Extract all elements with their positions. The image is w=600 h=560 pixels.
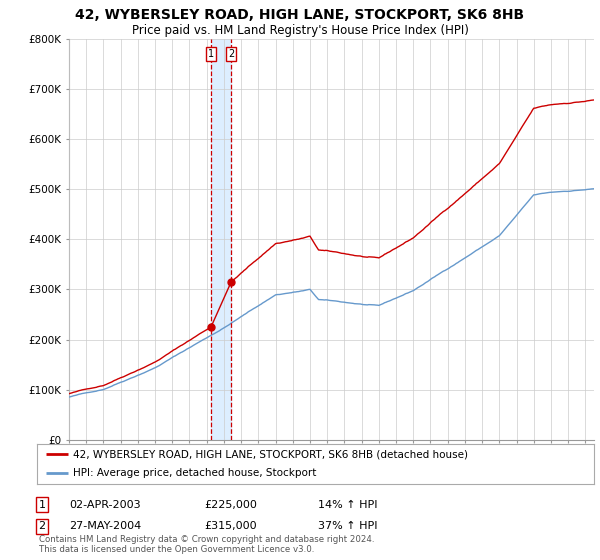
Text: £225,000: £225,000 xyxy=(204,500,257,510)
Text: 2: 2 xyxy=(38,521,46,531)
Text: 27-MAY-2004: 27-MAY-2004 xyxy=(69,521,141,531)
Text: 1: 1 xyxy=(208,49,214,59)
Text: HPI: Average price, detached house, Stockport: HPI: Average price, detached house, Stoc… xyxy=(73,468,317,478)
Text: 2: 2 xyxy=(228,49,234,59)
Text: 02-APR-2003: 02-APR-2003 xyxy=(69,500,140,510)
Text: 1: 1 xyxy=(38,500,46,510)
Bar xyxy=(211,39,231,440)
Text: Contains HM Land Registry data © Crown copyright and database right 2024.
This d: Contains HM Land Registry data © Crown c… xyxy=(39,535,374,554)
Text: £315,000: £315,000 xyxy=(204,521,257,531)
Text: 42, WYBERSLEY ROAD, HIGH LANE, STOCKPORT, SK6 8HB (detached house): 42, WYBERSLEY ROAD, HIGH LANE, STOCKPORT… xyxy=(73,449,469,459)
Text: 37% ↑ HPI: 37% ↑ HPI xyxy=(318,521,377,531)
Text: 14% ↑ HPI: 14% ↑ HPI xyxy=(318,500,377,510)
Text: 42, WYBERSLEY ROAD, HIGH LANE, STOCKPORT, SK6 8HB: 42, WYBERSLEY ROAD, HIGH LANE, STOCKPORT… xyxy=(76,8,524,22)
Text: Price paid vs. HM Land Registry's House Price Index (HPI): Price paid vs. HM Land Registry's House … xyxy=(131,24,469,36)
